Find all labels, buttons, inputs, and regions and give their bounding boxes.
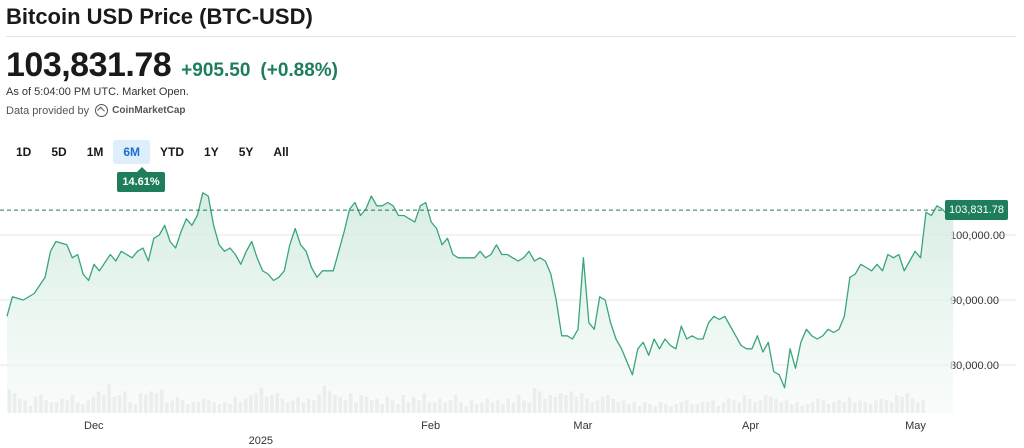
as-of-timestamp: As of 5:04:00 PM UTC. Market Open. bbox=[6, 86, 189, 98]
range-tab-1y[interactable]: 1Y bbox=[204, 145, 219, 159]
range-tab-1m[interactable]: 1M bbox=[86, 145, 104, 159]
x-tick-label: Feb bbox=[421, 420, 440, 432]
y-tick-label: 80,000.00 bbox=[950, 360, 999, 372]
price-chart[interactable]: 100,000.00 90,000.00 80,000.00 Dec Feb Mar Apr… bbox=[0, 180, 1024, 448]
coinmarketcap-logo-icon bbox=[95, 104, 109, 117]
page-title: Bitcoin USD Price (BTC-USD) bbox=[6, 4, 313, 29]
x-tick-label: Dec bbox=[84, 420, 104, 432]
price-change: +905.50 bbox=[181, 60, 251, 81]
range-tab-5d[interactable]: 5D bbox=[51, 145, 67, 159]
provider-name[interactable]: CoinMarketCap bbox=[112, 105, 186, 116]
price-summary: 103,831.78 +905.50 (+0.88%) bbox=[6, 46, 338, 85]
title-divider bbox=[6, 36, 1016, 37]
data-provider: Data provided by CoinMarketCap bbox=[6, 104, 186, 117]
current-price-tag: 103,831.78 bbox=[945, 200, 1008, 220]
range-tab-5y[interactable]: 5Y bbox=[238, 145, 254, 159]
x-year-label: 2025 bbox=[249, 435, 273, 447]
provider-prefix: Data provided by bbox=[6, 104, 90, 117]
price-area bbox=[7, 192, 954, 413]
range-tab-ytd[interactable]: YTD bbox=[160, 145, 185, 159]
period-change-badge: 14.61% bbox=[117, 167, 165, 192]
x-tick-label: Mar bbox=[573, 420, 592, 432]
y-tick-label: 100,000.00 bbox=[950, 230, 1005, 242]
range-selector: 1D 5D 1M 6M YTD 1Y 5Y All bbox=[6, 140, 299, 164]
y-tick-label: 90,000.00 bbox=[950, 295, 999, 307]
x-tick-label: May bbox=[905, 420, 926, 432]
range-tab-1d[interactable]: 1D bbox=[16, 145, 32, 159]
current-price: 103,831.78 bbox=[6, 46, 172, 84]
range-tab-all[interactable]: All bbox=[273, 145, 289, 159]
price-line bbox=[6, 192, 954, 389]
range-tab-6m[interactable]: 6M bbox=[113, 140, 151, 164]
x-tick-label: Apr bbox=[742, 420, 759, 432]
price-change-percent: (+0.88%) bbox=[260, 60, 339, 81]
